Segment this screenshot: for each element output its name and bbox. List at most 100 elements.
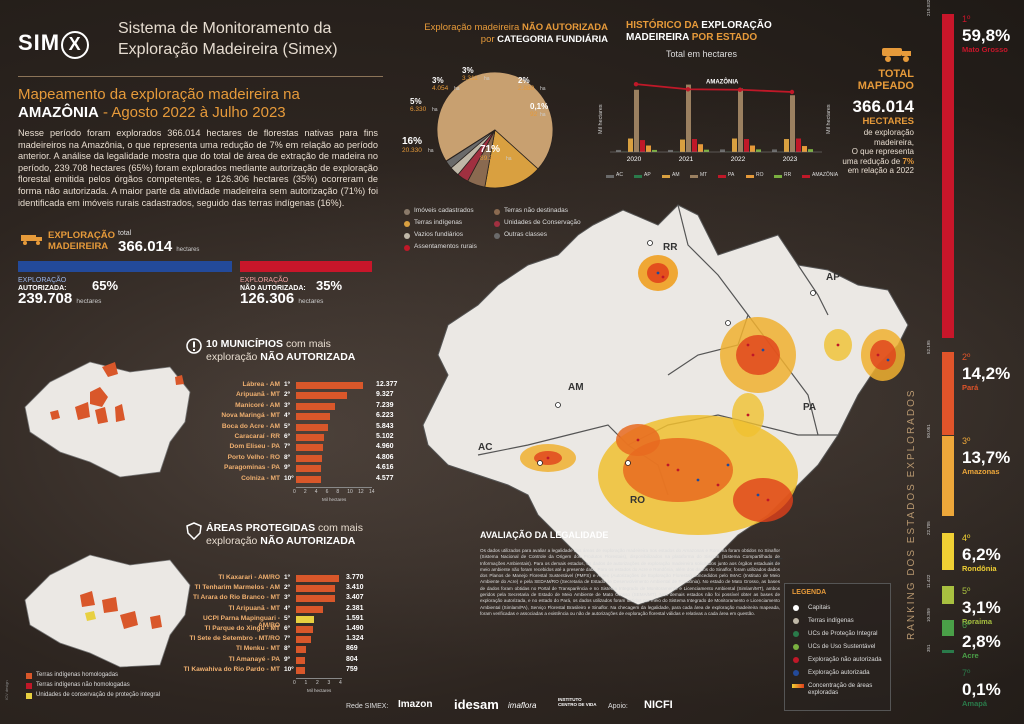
history-bar-RO-2021 [698, 144, 703, 152]
history-subtitle: Total em hectares [666, 49, 738, 59]
ranking-bar-6 [942, 650, 954, 653]
map-state-label-mt: MT [768, 557, 782, 568]
protegidas-tick-4: 4 [339, 680, 342, 686]
municipios-map [24, 361, 191, 478]
ranking-bar-5 [942, 620, 954, 636]
authorized-bar [18, 261, 232, 272]
history-amazonia-point [789, 89, 795, 95]
pie-legend-swatch-2 [404, 221, 410, 227]
protegidas-label-1: TI Tenharim Marmelos - AM [194, 584, 280, 592]
protegidas-rank-5: 6º [284, 625, 290, 632]
municipios-bar-1 [296, 392, 347, 400]
header-divider [18, 76, 383, 77]
total-label: total [118, 230, 132, 237]
protegidas-value-6: 1.324 [346, 635, 364, 643]
pie-title-bold: NÃO AUTORIZADA [521, 22, 608, 33]
history-legend-swatch-3 [690, 175, 698, 178]
municipios-bar-3 [296, 413, 330, 421]
exploration-point [661, 275, 665, 279]
map-legend-swatch-5 [793, 670, 799, 676]
partner-idesam: idesam [454, 697, 499, 712]
protegidas-tick-0: 0 [293, 680, 296, 686]
history-bar-AC-2020 [616, 149, 621, 152]
municipio-shape [75, 402, 90, 420]
municipios-tick-7: 14 [369, 489, 375, 495]
protegidas-value-9: 759 [346, 665, 358, 673]
exploration-point [696, 478, 700, 482]
pie-label-value-1: 20.330 [402, 147, 422, 154]
pie-label-value-3: 4.054 [432, 85, 449, 92]
protegidas-value-5: 1.490 [346, 625, 364, 632]
ranking-name-3: Rondônia [962, 564, 997, 573]
map-state-label-ac: AC [478, 442, 492, 453]
protegidas-label-2: TI Arara do Rio Branco - MT [193, 594, 280, 602]
exploration-point [716, 483, 720, 487]
unauthorized-unit: hectares [298, 298, 324, 305]
municipio-shape [115, 404, 125, 422]
mapped-desc-2: madeireira, [873, 137, 914, 147]
state-border-5 [797, 264, 829, 316]
mapped-label-2: MAPEADO [857, 80, 914, 92]
municipios-axis-title: Mil hectares [322, 497, 347, 502]
municipio-shape [175, 375, 184, 385]
history-bar-AC-2022 [720, 149, 725, 152]
exploration-point [726, 463, 730, 467]
protegidas-rank-0: 1º [284, 574, 290, 581]
history-y-left-label: Mil hectares [598, 104, 604, 134]
pie-label-unit-2: ha [432, 107, 438, 113]
protegidas-label-9: TI Kawahiva do Rio Pardo - MT [183, 665, 280, 673]
history-year-label: 2023 [783, 156, 798, 163]
history-amazonia-point [737, 87, 743, 92]
municipios-tick-3: 6 [325, 489, 329, 495]
exploration-point [761, 348, 765, 352]
pie-label-unit-1: ha [428, 148, 434, 154]
capital-marker [810, 290, 816, 296]
map-region-outline [422, 204, 909, 606]
pie-label-pct-1: 16% [402, 136, 423, 147]
history-amazonia-line [635, 83, 793, 93]
ranking-name-5: Acre [962, 651, 979, 660]
protegidas-rank-6: 7º [284, 635, 290, 643]
map-legend-label-6: Concentração de áreas exploradas [808, 682, 873, 696]
ranking-name-2: Amazonas [962, 467, 1000, 476]
municipios-rank-0: 1º [284, 381, 290, 388]
protegidas-label-0: TI Kaxarari - AM/RO [218, 574, 280, 581]
subtitle-region: AMAZÔNIA [18, 104, 99, 121]
municipio-shape [50, 410, 60, 420]
protegidas-legend-swatch-1 [26, 683, 32, 689]
ranking-bar-2 [942, 436, 954, 516]
history-legend-swatch-2 [662, 175, 670, 178]
municipios-bar-5 [296, 434, 324, 441]
mapped-value: 366.014 [852, 97, 914, 116]
capital-marker [537, 460, 543, 466]
simex-logo: SIM X [18, 30, 90, 59]
municipios-value-7: 4.806 [376, 453, 394, 461]
history-bar-AM-2022 [732, 138, 737, 152]
ranking-pct-0: 59,8% [962, 26, 1011, 45]
pie-label-pct-0: 71% [480, 144, 501, 155]
supporter-nicfi: NICFI [644, 699, 673, 711]
municipios-bar-4 [296, 423, 328, 431]
protegidas-value-4: 1.591 [346, 614, 364, 622]
history-bar-PA-2020 [640, 140, 645, 152]
municipios-label-3: Nova Maringá - MT [221, 412, 280, 420]
municipios-axis [296, 487, 372, 488]
exploration-point [886, 358, 890, 362]
alert-icon [186, 338, 202, 354]
map-legend-label-4: Exploração não autorizada [808, 656, 882, 663]
protegidas-bar-4 [296, 615, 315, 623]
municipios-label-8: Paragominas - PA [224, 464, 280, 472]
ranking-pct-1: 14,2% [962, 364, 1011, 383]
ranking-value-3: 22.705 [926, 521, 931, 535]
history-bar-RO-2022 [750, 145, 755, 152]
history-amazonia-point [633, 81, 639, 87]
ranking-rank-1: 2º [962, 352, 971, 362]
protegidas-bar-8 [296, 656, 306, 664]
history-legend-label-1: AP [644, 172, 651, 178]
ranking-name-4: Roraima [962, 617, 993, 626]
ranking-title: RANKING DOS ESTADOS EXPLORADOS [906, 388, 917, 640]
ranking-value-2: 50.051 [926, 424, 931, 438]
map-legend-swatch-1 [793, 618, 799, 624]
map-legend-label-2: UCs de Proteção Integral [808, 630, 878, 637]
municipios-tick-4: 8 [336, 489, 340, 495]
